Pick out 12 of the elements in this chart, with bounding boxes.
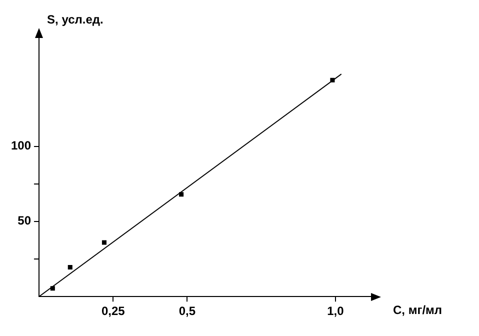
point xyxy=(179,192,184,197)
x-tick-label: 0,5 xyxy=(178,304,196,318)
point xyxy=(68,265,72,270)
point xyxy=(50,286,55,291)
y-tick-label: 100 xyxy=(10,138,32,153)
x-axis-title: C, мг/мл xyxy=(393,302,442,317)
x-tick-label: 1,0 xyxy=(327,304,344,318)
x-tick-label: 0,25 xyxy=(101,304,126,318)
point xyxy=(102,240,106,245)
point xyxy=(330,78,335,82)
y-tick-label: 50 xyxy=(18,214,32,228)
y-axis-title: S, усл.ед. xyxy=(47,12,104,26)
